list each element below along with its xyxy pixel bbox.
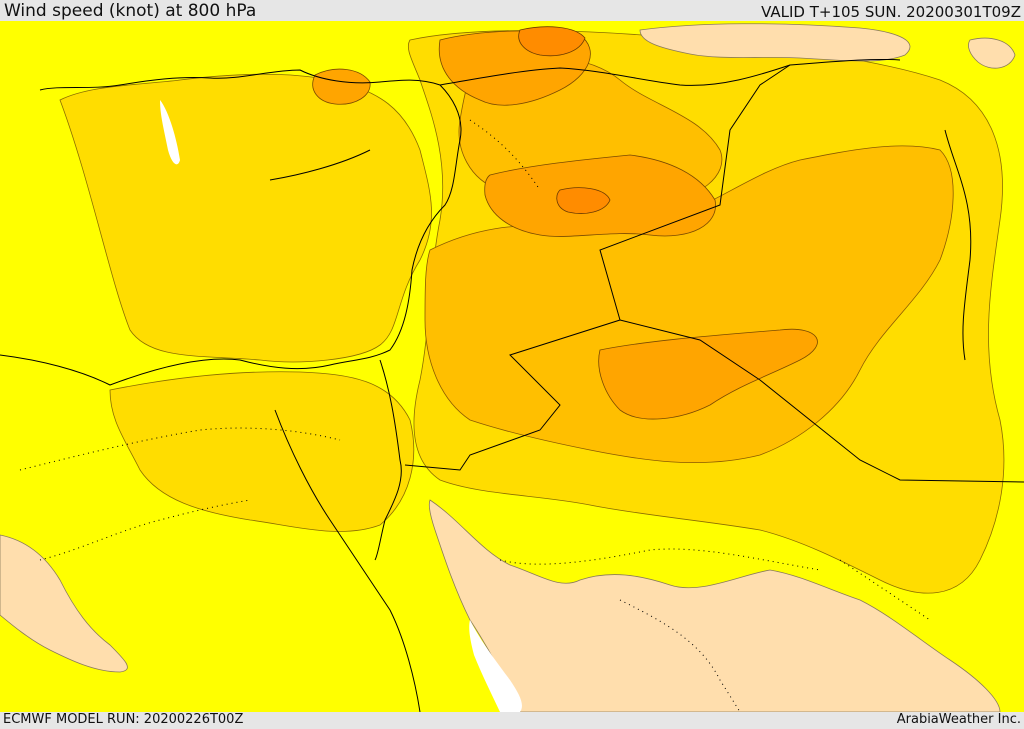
footer-bar	[0, 712, 1024, 729]
coastlines	[0, 58, 1024, 712]
band-lowest-saudi	[428, 499, 1001, 712]
band-mid-west	[59, 73, 432, 363]
nodata-aegean	[160, 100, 180, 165]
band-highest-turkey	[518, 26, 586, 57]
valid-time: VALID T+105 SUN. 20200301T09Z	[761, 3, 1021, 21]
map-title: Wind speed (knot) at 800 hPa	[4, 1, 257, 21]
wind-speed-map	[0, 21, 1024, 712]
band-mid-egypt	[109, 371, 415, 532]
model-run-label: ECMWF MODEL RUN: 20200226T00Z	[3, 712, 244, 727]
band-lowest-egypt	[0, 534, 128, 673]
band-lowest-caspian	[968, 37, 1016, 69]
band-high-anatolia	[312, 68, 371, 105]
header-bar: Wind speed (knot) at 800 hPa VALID T+105…	[0, 0, 1024, 21]
credit-label: ArabiaWeather Inc.	[896, 712, 1021, 727]
band-highest-syria	[556, 187, 611, 214]
map-canvas	[0, 21, 1024, 712]
nodata-redsea	[469, 620, 522, 712]
band-high-iraq	[598, 328, 818, 420]
